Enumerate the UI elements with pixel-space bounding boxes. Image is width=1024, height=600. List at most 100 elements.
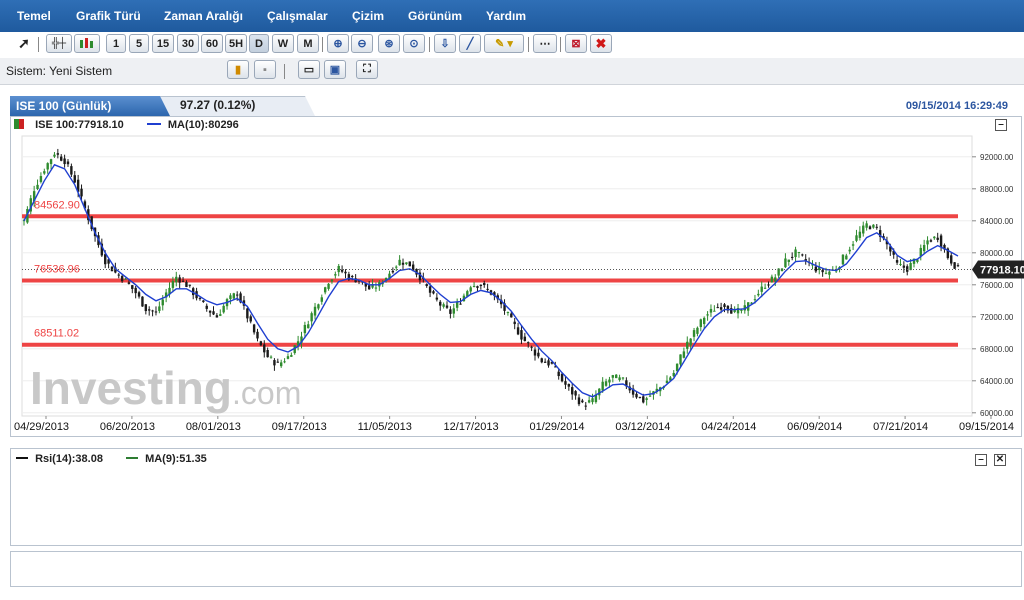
zoom-in-icon[interactable]: ⊕ [327, 34, 349, 53]
candle-body [655, 388, 659, 392]
candle-body [885, 240, 889, 245]
candle-body [702, 317, 706, 325]
y-tick-label: 88000.00 [980, 185, 1014, 194]
image-export-icon[interactable]: ▣ [324, 60, 346, 79]
zoom-out-icon[interactable]: ⊖ [351, 34, 373, 53]
candle-body [26, 208, 29, 223]
close-rsi-icon[interactable]: ✕ [994, 454, 1006, 466]
candle-body [107, 259, 110, 264]
pencil-icon[interactable]: ✎ ▾ [484, 34, 524, 53]
candle-body [878, 230, 882, 237]
candle-body [455, 302, 459, 308]
zoom-fit-icon[interactable]: ⊛ [378, 34, 400, 53]
candle-body [391, 270, 395, 273]
candle-body [110, 266, 114, 272]
interval-30-button[interactable]: 30 [177, 34, 199, 53]
menu-yardim[interactable]: Yardım [486, 9, 527, 23]
candle-body [449, 309, 452, 314]
candle-body [797, 252, 801, 254]
candle-body [90, 216, 93, 230]
candle-body [716, 307, 719, 309]
candle-chart-icon[interactable] [74, 34, 100, 53]
candle-body [841, 254, 845, 265]
candle-body [317, 304, 320, 309]
candle-body [736, 308, 740, 314]
candle-body [855, 235, 858, 241]
save-system-icon[interactable]: ▪ [254, 60, 276, 79]
open-system-icon[interactable]: ▮ [227, 60, 249, 79]
candle-body [330, 279, 334, 282]
download-icon[interactable]: ⇩ [434, 34, 456, 53]
candle-body [493, 292, 496, 296]
candle-body [202, 300, 205, 302]
menu-temel[interactable]: Temel [17, 9, 51, 23]
candle-body [374, 287, 378, 289]
rsi-ma-legend-text: MA(9):51.35 [145, 453, 207, 465]
candle-body [273, 360, 276, 366]
candle-body [581, 400, 584, 403]
candle-body [801, 254, 804, 256]
zoom-reset-icon[interactable]: ⊙ [403, 34, 425, 53]
interval-5-button[interactable]: 5 [129, 34, 149, 53]
candle-body [709, 308, 713, 313]
fullscreen-icon[interactable]: ⛶ [356, 60, 378, 79]
cursor-arrow-icon[interactable]: ➚ [18, 35, 30, 51]
candle-body [175, 276, 178, 283]
menu-zaman-araligi[interactable]: Zaman Aralığı [164, 9, 243, 23]
close-icon[interactable]: ✖ [590, 34, 612, 53]
delete-drawing-icon[interactable]: ⊠ [565, 34, 587, 53]
interval-5h-button[interactable]: 5H [225, 34, 247, 53]
candle-body [56, 153, 60, 155]
candle-body [604, 381, 608, 386]
candle-body [144, 304, 148, 312]
candle-body [814, 266, 818, 272]
interval-d-button[interactable]: D [249, 34, 269, 53]
line-draw-icon[interactable]: ╱ [459, 34, 481, 53]
candle-body [669, 377, 672, 381]
candle-body [418, 272, 422, 281]
candle-body [347, 274, 351, 280]
print-icon[interactable]: ▭ [298, 60, 320, 79]
candle-body [269, 356, 273, 358]
interval-m-button[interactable]: M [297, 34, 319, 53]
candle-body [868, 226, 872, 230]
candle-body [740, 309, 743, 311]
candle-body [543, 361, 547, 363]
candle-body [537, 352, 540, 357]
minimize-main-icon[interactable]: – [995, 119, 1007, 131]
candle-body [510, 313, 513, 318]
candle-body [790, 256, 794, 258]
interval-w-button[interactable]: W [272, 34, 294, 53]
candle-body [631, 388, 635, 395]
rsi-legend: Rsi(14):38.08 MA(9):51.35 [16, 453, 207, 465]
candle-body [337, 265, 340, 273]
grid-lines-icon[interactable]: ⋯ [533, 34, 557, 53]
menu-gorunum[interactable]: Görünüm [408, 9, 462, 23]
interval-60-button[interactable]: 60 [201, 34, 223, 53]
candle-body [114, 267, 117, 273]
candle-body [638, 396, 642, 398]
menu-calismalar[interactable]: Çalışmalar [267, 9, 328, 23]
candle-body [219, 314, 222, 316]
interval-1-button[interactable]: 1 [106, 34, 126, 53]
x-tick-label: 03/12/2014 [615, 421, 670, 433]
candle-body [87, 209, 90, 221]
candle-body [858, 231, 862, 238]
minimize-rsi-icon[interactable]: – [975, 454, 987, 466]
candle-body [137, 292, 141, 297]
bar-chart-icon[interactable]: ╬┼ [46, 34, 72, 53]
menu-cizim[interactable]: Çizim [352, 9, 385, 23]
tab-ise100[interactable]: ISE 100 (Günlük) [10, 96, 170, 116]
menu-grafik-turu[interactable]: Grafik Türü [76, 9, 141, 23]
interval-15-button[interactable]: 15 [152, 34, 174, 53]
system-value[interactable]: Yeni Sistem [49, 64, 113, 78]
candle-body [459, 303, 462, 305]
candle-body [777, 268, 780, 276]
candle-body [307, 324, 310, 329]
ma-legend-swatch [146, 123, 161, 125]
candle-body [286, 356, 290, 359]
candle-body [323, 287, 327, 293]
candle-body [719, 307, 723, 310]
candle-body [892, 250, 895, 255]
candle-body [439, 301, 442, 306]
